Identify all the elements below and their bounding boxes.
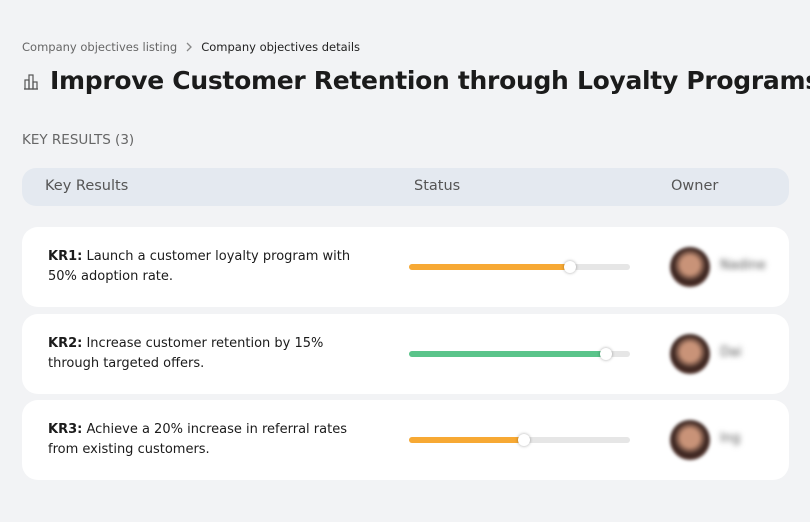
- progress-fill: [409, 351, 606, 357]
- key-result-id: KR2:: [48, 336, 83, 351]
- key-result-id: KR3:: [48, 422, 83, 437]
- owner-avatar: [670, 247, 710, 287]
- column-header: Status: [414, 178, 461, 194]
- progress-fill: [409, 437, 524, 443]
- key-result-row[interactable]: KR1: Launch a customer loyalty program w…: [22, 227, 789, 307]
- breadcrumb: Company objectives listing Company objec…: [22, 40, 360, 54]
- key-result-description: Achieve a 20% increase in referral rates…: [48, 422, 347, 457]
- building-icon: [24, 73, 38, 90]
- column-header: Key Results: [45, 178, 129, 194]
- key-result-row[interactable]: KR2: Increase customer retention by 15% …: [22, 314, 789, 394]
- key-result-text: KR3: Achieve a 20% increase in referral …: [48, 420, 378, 460]
- breadcrumb-link[interactable]: Company objectives listing: [22, 40, 178, 54]
- section-label: KEY RESULTS (3): [22, 132, 135, 148]
- owner-name: Nadine: [720, 258, 766, 273]
- owner-name: Dai: [720, 345, 742, 360]
- owner-avatar: [670, 334, 710, 374]
- key-result-description: Increase customer retention by 15% throu…: [48, 336, 324, 371]
- owner-avatar: [670, 420, 710, 460]
- key-result-description: Launch a customer loyalty program with 5…: [48, 249, 351, 284]
- progress-knob: [517, 434, 530, 446]
- page-title: Improve Customer Retention through Loyal…: [50, 66, 810, 95]
- key-result-text: KR2: Increase customer retention by 15% …: [48, 334, 378, 374]
- progress-track: [409, 434, 630, 446]
- column-header: Owner: [671, 178, 719, 194]
- progress-knob: [599, 348, 612, 360]
- key-result-text: KR1: Launch a customer loyalty program w…: [48, 247, 378, 287]
- key-result-row[interactable]: KR3: Achieve a 20% increase in referral …: [22, 400, 789, 480]
- breadcrumb-current: Company objectives details: [201, 40, 361, 54]
- progress-fill: [409, 264, 571, 270]
- title-block: Improve Customer Retention through Loyal…: [22, 66, 810, 95]
- owner-name: Ing: [720, 431, 741, 446]
- key-result-id: KR1:: [48, 249, 83, 264]
- progress-knob: [564, 261, 577, 273]
- chevron-icon: [186, 42, 193, 52]
- progress-track: [409, 348, 630, 360]
- progress-track: [409, 261, 630, 273]
- table-header: Key Results Status Owner: [22, 168, 789, 206]
